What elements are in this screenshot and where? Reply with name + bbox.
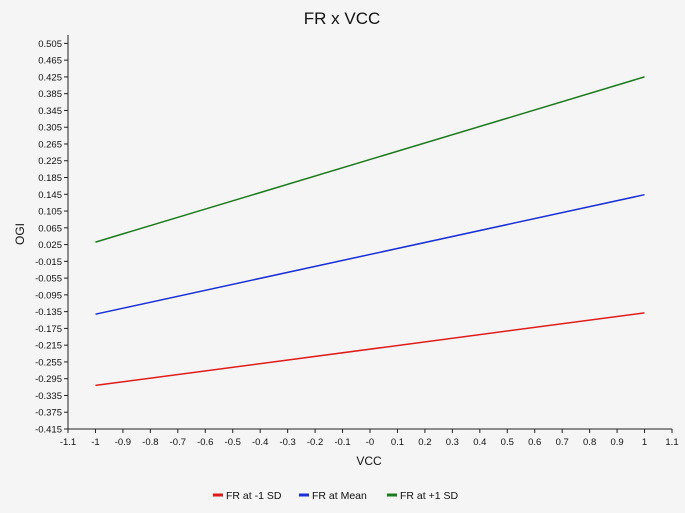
y-tick-label: 0.065 — [38, 223, 62, 234]
series-line — [95, 193, 645, 315]
x-tick-label: 0.4 — [473, 437, 486, 448]
series-line — [95, 76, 645, 243]
x-tick-label: -0.6 — [197, 437, 213, 448]
legend-label: FR at -1 SD — [226, 490, 282, 502]
legend-label: FR at +1 SD — [400, 490, 458, 502]
y-tick-label: 0.185 — [38, 173, 62, 184]
x-tick-label: 1 — [642, 437, 647, 448]
x-tick-label: -0.3 — [279, 437, 295, 448]
y-tick-label: 0.225 — [38, 156, 62, 167]
x-tick-label: 1.1 — [665, 437, 678, 448]
y-tick-label: 0.385 — [38, 89, 62, 100]
legend-item: FR at -1 SD — [213, 490, 282, 502]
x-tick-label: 0.1 — [391, 437, 404, 448]
x-tick-label: 0.9 — [610, 437, 623, 448]
y-tick-label: -0.095 — [35, 290, 62, 301]
x-tick-label: 0.5 — [501, 437, 514, 448]
x-tick-label: -0.8 — [142, 437, 158, 448]
y-tick-label: -0.015 — [35, 257, 62, 268]
legend-item: FR at +1 SD — [387, 490, 458, 502]
chart-title: FR x VCC — [304, 9, 381, 28]
y-tick-label: 0.465 — [38, 56, 62, 67]
y-tick-label: -0.175 — [35, 324, 62, 335]
y-tick-label: 0.265 — [38, 139, 62, 150]
y-tick-label: -0.255 — [35, 357, 62, 368]
x-tick-label: 0.8 — [583, 437, 596, 448]
plot-area: 0.505 0.465 0.425 0.385 0.345 0.305 0.265 0.225… — [35, 35, 679, 448]
y-tick-label: -0.215 — [35, 341, 62, 352]
x-axis-label: VCC — [356, 454, 382, 468]
x-tick-label: -0 — [366, 437, 374, 448]
x-tick-label: -0.2 — [307, 437, 323, 448]
x-tick-label: 0.3 — [446, 437, 459, 448]
series-line — [95, 312, 645, 387]
x-tick-label: -1.1 — [60, 437, 76, 448]
y-tick-label: 0.105 — [38, 207, 62, 218]
y-tick-label: 0.145 — [38, 190, 62, 201]
y-tick-label: 0.425 — [38, 72, 62, 83]
y-tick-label: -0.295 — [35, 374, 62, 385]
x-tick-label: -0.9 — [115, 437, 131, 448]
y-tick-label: 0.505 — [38, 39, 62, 50]
x-tick-label: -0.5 — [225, 437, 241, 448]
x-tick-label: 0.6 — [528, 437, 541, 448]
legend-item: FR at Mean — [299, 490, 367, 502]
y-axis-label: OGI — [13, 223, 27, 245]
y-tick-label: -0.335 — [35, 391, 62, 402]
x-tick-label: -0.4 — [252, 437, 268, 448]
y-tick-label: 0.025 — [38, 240, 62, 251]
legend-label: FR at Mean — [312, 490, 367, 502]
y-tick-label: -0.055 — [35, 274, 62, 285]
y-tick-label: -0.135 — [35, 307, 62, 318]
x-tick-label: -0.1 — [334, 437, 350, 448]
legend: FR at -1 SD FR at Mean FR at +1 SD — [213, 490, 458, 502]
x-tick-label: 0.7 — [556, 437, 569, 448]
y-tick-label: -0.375 — [35, 408, 62, 419]
y-tick-label: -0.415 — [35, 425, 62, 436]
y-tick-label: 0.305 — [38, 123, 62, 134]
x-tick-label: -0.7 — [170, 437, 186, 448]
x-tick-label: -1 — [91, 437, 99, 448]
y-tick-label: 0.345 — [38, 106, 62, 117]
x-tick-label: 0.2 — [418, 437, 431, 448]
